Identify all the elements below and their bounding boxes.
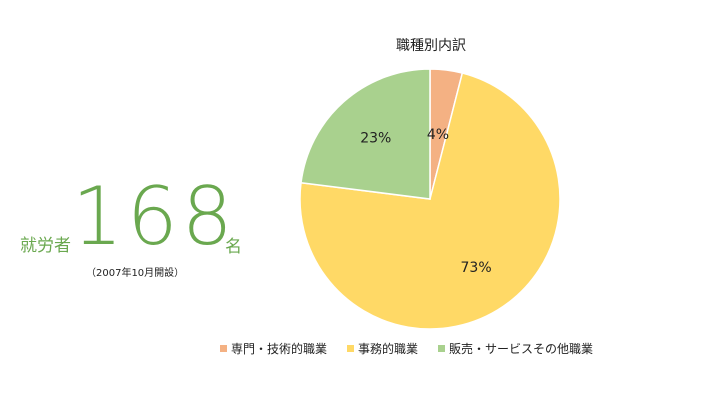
legend-item-1: 専門・技術的職業 bbox=[220, 340, 327, 357]
chart-title: 職種別内訳 bbox=[396, 38, 466, 54]
pie-slice-2 bbox=[299, 72, 561, 330]
legend-label-2: 事務的職業 bbox=[358, 341, 419, 356]
chart-legend: 専門・技術的職業 事務的職業 販売・サービスその他職業 bbox=[220, 339, 613, 357]
legend-item-2: 事務的職業 bbox=[347, 340, 418, 357]
pie-slice-3 bbox=[300, 68, 431, 200]
legend-swatch-2 bbox=[347, 344, 355, 352]
pie-data-label-2: 73% bbox=[461, 260, 492, 276]
employees-count: 168 bbox=[72, 170, 237, 263]
legend-swatch-3 bbox=[438, 344, 446, 352]
pie-slices bbox=[299, 68, 561, 330]
legend-label-1: 専門・技術的職業 bbox=[231, 341, 328, 356]
legend-swatch-1 bbox=[220, 344, 227, 352]
employees-unit: 名 bbox=[225, 237, 242, 257]
legend-item-3: 販売・サービスその他職業 bbox=[438, 340, 593, 357]
pie-data-label-3: 23% bbox=[360, 130, 391, 146]
legend-label-3: 販売・サービスその他職業 bbox=[449, 341, 594, 356]
pie-data-labels: 4% 73% 23% bbox=[360, 127, 491, 276]
opening-date-note: （2007年10月開設） bbox=[86, 268, 185, 279]
employees-label: 就労者 bbox=[20, 236, 71, 256]
pie-data-label-1: 4% bbox=[427, 127, 449, 143]
